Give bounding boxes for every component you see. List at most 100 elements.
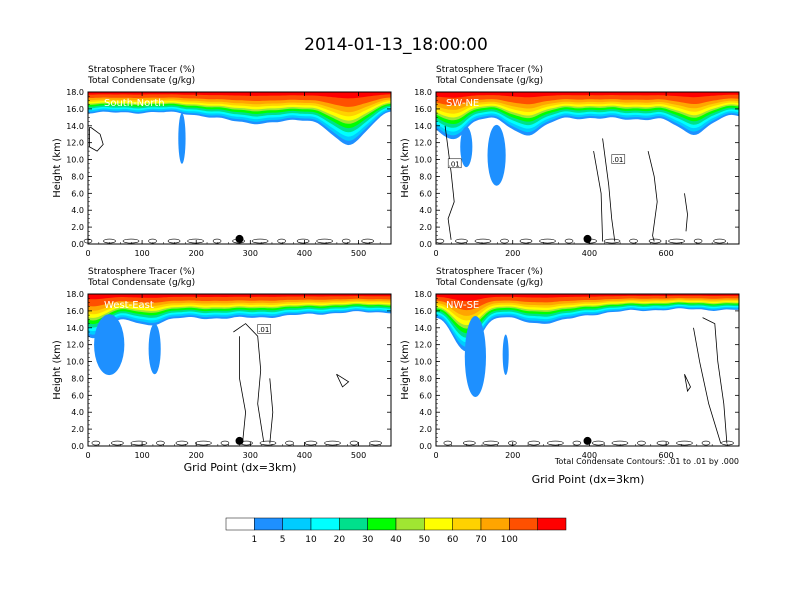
panel-contour-label: Total Condensate (g/kg) bbox=[87, 278, 195, 288]
x-tick-label: 500 bbox=[351, 451, 366, 460]
colorbar: 1 5 10 20 30 40 50 60 70 100 bbox=[225, 517, 567, 545]
surface-contour bbox=[572, 440, 582, 446]
surface-contour bbox=[316, 238, 333, 244]
y-tick-label: 8.0 bbox=[419, 374, 432, 383]
colorbar-label: 5 bbox=[280, 535, 286, 545]
surface-contour bbox=[285, 440, 294, 446]
y-tick-label: 10.0 bbox=[414, 358, 432, 367]
surface-contour bbox=[539, 238, 556, 244]
y-tick-label: 14.0 bbox=[66, 122, 84, 131]
panel-field-label: Stratosphere Tracer (%) bbox=[88, 267, 195, 277]
surface-contour bbox=[296, 238, 310, 244]
y-tick-label: 14.0 bbox=[66, 324, 84, 333]
condensate-contour bbox=[684, 374, 691, 393]
y-tick-label: 2.0 bbox=[419, 425, 432, 434]
y-tick-label: 14.0 bbox=[414, 122, 432, 131]
colorbar-label: 40 bbox=[390, 535, 402, 545]
colorbar-label: 1 bbox=[251, 535, 257, 545]
x-tick-label: 200 bbox=[505, 451, 520, 460]
y-tick-label: 16.0 bbox=[414, 105, 432, 114]
colorbar-label: 70 bbox=[475, 535, 487, 545]
panel-west-east: .01 0.0 2.0 4.0 6.0 8.0 10.0 12.0 14.0 16.0 18.0 0… bbox=[52, 267, 392, 474]
x-tick-label: 100 bbox=[134, 249, 149, 258]
section-label: NW-SE bbox=[446, 300, 479, 311]
y-tick-label: 6.0 bbox=[71, 189, 84, 198]
colorbar-swatch bbox=[367, 517, 397, 531]
y-tick-label: 12.0 bbox=[66, 139, 84, 148]
x-tick-label: 200 bbox=[505, 249, 520, 258]
y-axis-label: Height (km) bbox=[52, 138, 63, 198]
tracer-field bbox=[436, 294, 739, 446]
panel-sw-ne: .01 .01 0.0 2.0 4.0 6.0 8.0 10.0 12.0 14.0 16.0 18… bbox=[400, 65, 740, 258]
y-tick-label: 0.0 bbox=[419, 240, 432, 249]
x-tick-label: 400 bbox=[582, 249, 597, 258]
colorbar-label: 10 bbox=[305, 535, 317, 545]
tracer-band bbox=[88, 92, 391, 99]
surface-contour bbox=[592, 440, 605, 446]
y-tick-label: 14.0 bbox=[414, 324, 432, 333]
panel-nw-se: 0.0 2.0 4.0 6.0 8.0 10.0 12.0 14.0 16.0 18.0 0 200 4… bbox=[400, 267, 740, 486]
location-marker bbox=[583, 234, 592, 243]
y-tick-label: 18.0 bbox=[414, 88, 432, 97]
y-tick-label: 6.0 bbox=[419, 391, 432, 400]
surface-contour bbox=[629, 238, 638, 244]
anvil-patch bbox=[464, 315, 486, 398]
surface-contour bbox=[547, 440, 564, 446]
y-tick-label: 18.0 bbox=[66, 88, 84, 97]
surface-contour bbox=[259, 440, 277, 446]
surface-contour bbox=[122, 238, 140, 244]
y-tick-label: 10.0 bbox=[66, 358, 84, 367]
colorbar-label: 60 bbox=[447, 535, 459, 545]
surface-contour bbox=[148, 238, 157, 244]
surface-contour bbox=[349, 440, 359, 446]
y-tick-label: 16.0 bbox=[66, 105, 84, 114]
x-tick-label: 0 bbox=[433, 451, 438, 460]
surface-contour bbox=[519, 238, 533, 244]
y-axis-label: Height (km) bbox=[400, 138, 411, 198]
x-tick-label: 500 bbox=[351, 249, 366, 258]
y-tick-label: 4.0 bbox=[419, 206, 432, 215]
y-tick-label: 6.0 bbox=[419, 189, 432, 198]
condensate-contour bbox=[336, 373, 350, 388]
colorbar-swatch bbox=[225, 517, 255, 531]
surface-contour bbox=[474, 238, 492, 244]
surface-contour bbox=[111, 440, 124, 446]
location-marker bbox=[235, 234, 244, 243]
surface-contour bbox=[443, 440, 453, 446]
y-tick-label: 6.0 bbox=[71, 391, 84, 400]
surface-contour bbox=[603, 238, 621, 244]
colorbar-swatch bbox=[282, 517, 312, 531]
x-axis-label: Grid Point (dx=3km) bbox=[184, 461, 297, 474]
anvil-patch bbox=[487, 124, 506, 186]
anvil-patch bbox=[460, 126, 473, 168]
panel-contour-label: Total Condensate (g/kg) bbox=[435, 278, 543, 288]
x-tick-label: 400 bbox=[582, 451, 597, 460]
x-tick-label: 200 bbox=[189, 249, 204, 258]
surface-contour bbox=[130, 440, 148, 446]
surface-contour bbox=[324, 440, 341, 446]
x-tick-label: 0 bbox=[85, 249, 90, 258]
condensate-contour bbox=[593, 151, 603, 242]
panel-south-north: 0.0 2.0 4.0 6.0 8.0 10.0 12.0 14.0 16.0 18.0 0 100 2… bbox=[52, 65, 392, 258]
condensate-contour bbox=[647, 151, 658, 242]
surface-contour bbox=[637, 440, 646, 446]
y-tick-label: 4.0 bbox=[71, 408, 84, 417]
colorbar-swatch bbox=[480, 517, 510, 531]
colorbar-label: 50 bbox=[419, 535, 431, 545]
condensate-contour bbox=[239, 336, 247, 444]
surface-contour bbox=[693, 238, 703, 244]
tracer-field: .01 .01 bbox=[435, 92, 739, 244]
colorbar-swatch bbox=[537, 517, 567, 531]
x-tick-label: 400 bbox=[297, 249, 312, 258]
contour-note: Total Condensate Contours: .01 to .01 by… bbox=[554, 457, 739, 466]
surface-contour bbox=[220, 440, 230, 446]
y-tick-label: 2.0 bbox=[71, 425, 84, 434]
contour-label-box bbox=[257, 324, 271, 334]
y-tick-label: 4.0 bbox=[419, 408, 432, 417]
condensate-contour bbox=[684, 193, 688, 232]
section-label: West-East bbox=[104, 300, 154, 311]
surface-contour bbox=[455, 238, 468, 244]
surface-contour bbox=[527, 440, 541, 446]
anvil-patch bbox=[178, 113, 186, 164]
x-tick-label: 600 bbox=[658, 249, 673, 258]
